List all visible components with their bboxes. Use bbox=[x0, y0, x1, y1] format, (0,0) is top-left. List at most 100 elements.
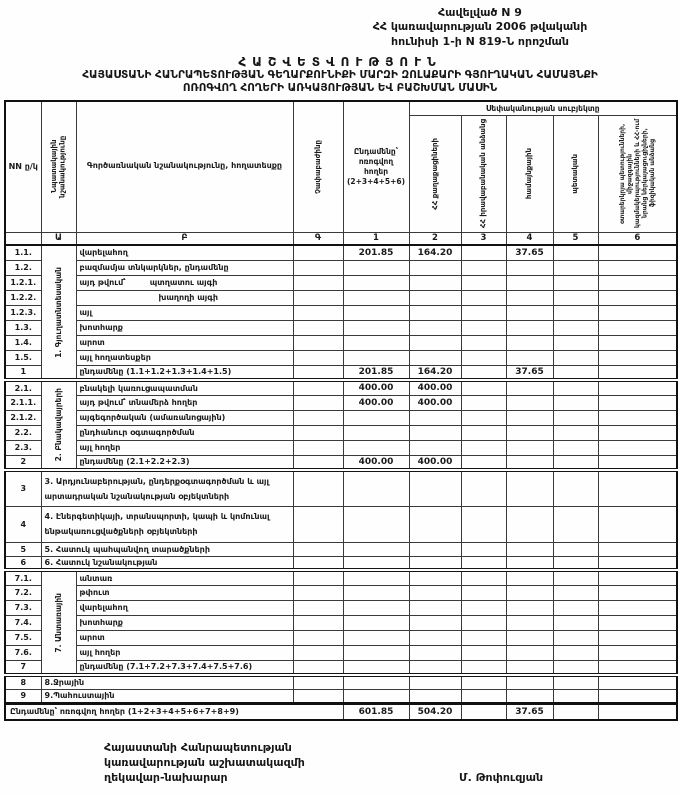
row-number-cell: 1.2. bbox=[4, 259, 42, 276]
value-cell bbox=[552, 334, 599, 351]
row-label-cell: 5. Հատուկ պահպանվող տարածքների bbox=[40, 541, 294, 557]
value-cell bbox=[408, 629, 462, 646]
value-cell bbox=[505, 599, 554, 616]
row-label-cell: ընդհանուր օգտագործման bbox=[75, 424, 294, 441]
row-number-cell: 1.2.2. bbox=[4, 289, 42, 306]
value-cell bbox=[597, 378, 678, 396]
value-cell bbox=[597, 701, 678, 722]
value-cell bbox=[460, 244, 507, 261]
value-cell bbox=[460, 584, 507, 601]
row-number-cell: 7.4. bbox=[4, 614, 42, 631]
value-cell bbox=[408, 614, 462, 631]
value-cell bbox=[552, 644, 599, 661]
value-cell bbox=[460, 468, 507, 507]
value-cell bbox=[552, 688, 599, 704]
table-row: 1.1. 1. Գյուղատնտեսական վարելահող 201.85… bbox=[4, 244, 678, 381]
value-cell bbox=[342, 599, 410, 616]
value-cell bbox=[505, 659, 554, 676]
value-cell bbox=[342, 289, 410, 306]
value-cell bbox=[597, 364, 678, 381]
row-number-cell: 2.1. bbox=[4, 378, 42, 396]
header-unit-text: Չափաբաժինը bbox=[313, 139, 322, 194]
value-cell bbox=[342, 614, 410, 631]
value-cell bbox=[460, 673, 507, 690]
value-cell bbox=[342, 555, 410, 571]
header-citizens-text: ՀՀ քաղաքացիների bbox=[430, 137, 439, 210]
value-cell bbox=[505, 555, 554, 571]
group-forest-label: 7. Անտառային bbox=[54, 592, 63, 653]
unit-cell bbox=[292, 584, 344, 601]
unit-cell bbox=[292, 555, 344, 571]
row-number-cell: 7.3. bbox=[4, 599, 42, 616]
header-purpose-text: Նպատակային նշանակությունը bbox=[50, 135, 67, 198]
value-cell bbox=[342, 584, 410, 601]
value-cell bbox=[342, 644, 410, 661]
value-cell bbox=[408, 259, 462, 276]
letter-cell: 2 bbox=[408, 231, 462, 247]
value-cell bbox=[505, 541, 554, 557]
value-cell bbox=[460, 319, 507, 336]
unit-cell bbox=[292, 568, 344, 586]
value-cell bbox=[505, 688, 554, 704]
value-cell bbox=[505, 439, 554, 456]
value-cell bbox=[597, 673, 678, 690]
value-cell bbox=[408, 289, 462, 306]
row-number-cell: 4 bbox=[4, 505, 42, 543]
value-cell bbox=[460, 614, 507, 631]
value-cell bbox=[460, 274, 507, 291]
value-cell bbox=[552, 394, 599, 411]
signature-block: Հայաստանի Հանրապետության կառավարության ա… bbox=[4, 741, 676, 786]
value-cell bbox=[408, 584, 462, 601]
value-cell: 400.00 bbox=[342, 454, 410, 471]
value-cell bbox=[552, 629, 599, 646]
value-cell bbox=[505, 468, 554, 507]
value-cell bbox=[342, 334, 410, 351]
unit-cell bbox=[292, 364, 344, 381]
letter-cell: 5 bbox=[552, 231, 599, 247]
value-cell bbox=[460, 334, 507, 351]
row-number-cell: 6 bbox=[4, 555, 42, 571]
value-cell bbox=[552, 378, 599, 396]
row-number-cell: 1.4. bbox=[4, 334, 42, 351]
value-cell bbox=[552, 568, 599, 586]
header-total: Ընդամենը՝ ոռոգվող հողեր (2+3+4+5+6) bbox=[342, 100, 410, 233]
value-cell bbox=[342, 349, 410, 366]
header-nn: NN ը/կ bbox=[4, 100, 42, 233]
value-cell bbox=[342, 274, 410, 291]
value-cell bbox=[342, 659, 410, 676]
value-cell bbox=[597, 629, 678, 646]
value-cell: 164.20 bbox=[408, 244, 462, 261]
header-community-text: համայնքային bbox=[525, 148, 534, 200]
row-number-cell: 2 bbox=[4, 454, 42, 471]
unit-cell bbox=[292, 378, 344, 396]
unit-cell bbox=[292, 409, 344, 426]
value-cell bbox=[597, 454, 678, 471]
unit-cell bbox=[292, 259, 344, 276]
row-label-cell: այլ bbox=[75, 304, 294, 321]
row-label-cell: 8.Ջրային bbox=[40, 673, 294, 690]
letter-cell: 4 bbox=[505, 231, 554, 247]
report-title-line-1: ՀԱՅԱՍՏԱՆԻ ՀԱՆՐԱՊԵՏՈՒԹՅԱՆ ԳԵՂԱՐՔՈՒՆԻՔԻ ՄԱ… bbox=[82, 68, 598, 81]
report-title-line-2: ՈՌՈԳՎՈՂ ՀՈՂԵՐԻ ԱՌԿԱՅՈՒԹՅԱՆ ԵՎ ԲԱՇԽՄԱՆ ՄԱ… bbox=[182, 82, 498, 95]
header-state-text: պետական bbox=[571, 153, 580, 194]
value-cell bbox=[505, 629, 554, 646]
row-label-cell: 3. Արդյունաբերության, ընդերքօգտագործման … bbox=[40, 468, 294, 507]
letter-cell: 1 bbox=[342, 231, 410, 247]
row-number-cell: 7.2. bbox=[4, 584, 42, 601]
value-cell bbox=[552, 555, 599, 571]
value-cell bbox=[552, 541, 599, 557]
row-number-cell: 1.2.1. bbox=[4, 274, 42, 291]
value-cell bbox=[597, 468, 678, 507]
value-cell bbox=[408, 468, 462, 507]
value-cell bbox=[505, 334, 554, 351]
table-row: 4 4. Էներգետիկայի, տրանսպորտի, կապի և կո… bbox=[4, 505, 678, 543]
value-cell bbox=[505, 319, 554, 336]
value-cell bbox=[408, 599, 462, 616]
header-ownership-subject: Սեփականության սուբյեկտը bbox=[408, 100, 678, 116]
value-cell bbox=[505, 378, 554, 396]
value-cell bbox=[552, 319, 599, 336]
table-row-subtotal: 1 ընդամենը (1.1+1.2+1.3+1.4+1.5) 201.85 … bbox=[4, 364, 678, 381]
unit-cell bbox=[292, 454, 344, 471]
value-cell bbox=[597, 334, 678, 351]
row-label-cell: խաղողի այգի bbox=[75, 289, 294, 306]
